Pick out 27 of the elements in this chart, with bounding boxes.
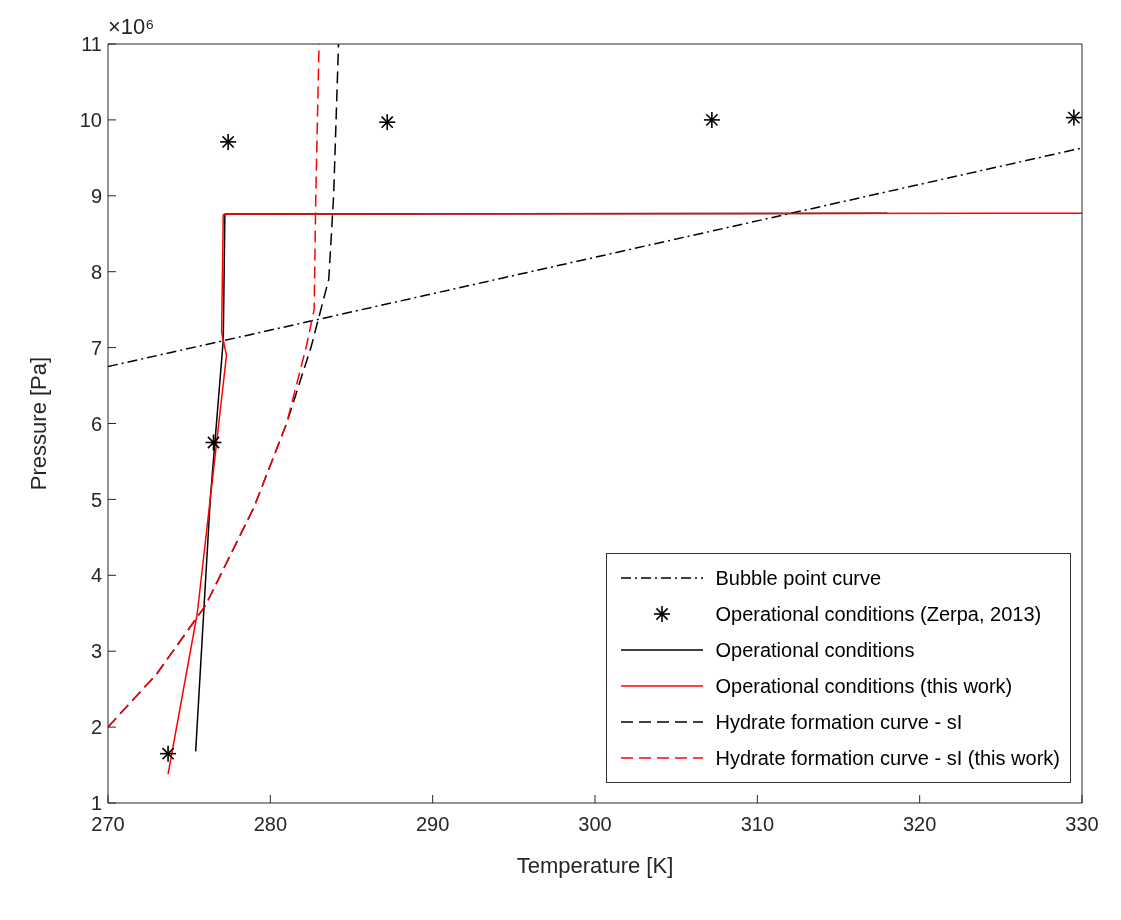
y-tick-label: 6 — [90, 412, 102, 435]
legend-label: Hydrate formation curve - sI (this work) — [715, 746, 1060, 770]
legend-label: Operational conditions — [715, 638, 915, 662]
legend-label: Operational conditions (Zerpa, 2013) — [715, 602, 1042, 626]
y-tick-label: 11 — [81, 33, 102, 56]
y-axis-title: Pressure [Pa] — [25, 356, 51, 491]
y-tick-label: 9 — [90, 184, 102, 207]
legend-label: Hydrate formation curve - sI — [715, 710, 963, 734]
y-tick-label: 7 — [90, 336, 102, 359]
legend-label: Operational conditions (this work) — [715, 674, 1013, 698]
y-tick-label: 4 — [90, 564, 102, 587]
legend-label: Bubble point curve — [715, 566, 882, 590]
y-tick-label: 10 — [79, 109, 102, 131]
y-tick-label: 3 — [90, 640, 102, 663]
x-tick-label: 320 — [902, 813, 937, 836]
text: ×10⁶ — [108, 14, 155, 40]
x-axis-title: Temperature [K] — [516, 853, 674, 878]
x-tick-label: 270 — [91, 813, 125, 836]
x-tick-label: 300 — [578, 813, 612, 836]
x-tick-label: 330 — [1065, 813, 1099, 836]
x-tick-label: 290 — [415, 813, 450, 836]
x-tick-label: 280 — [253, 813, 288, 836]
x-tick-label: 310 — [740, 813, 775, 836]
y-tick-label: 2 — [90, 716, 102, 739]
y-tick-label: 8 — [90, 260, 102, 283]
y-tick-label: 5 — [90, 488, 102, 511]
y-tick-label: 1 — [90, 792, 102, 815]
